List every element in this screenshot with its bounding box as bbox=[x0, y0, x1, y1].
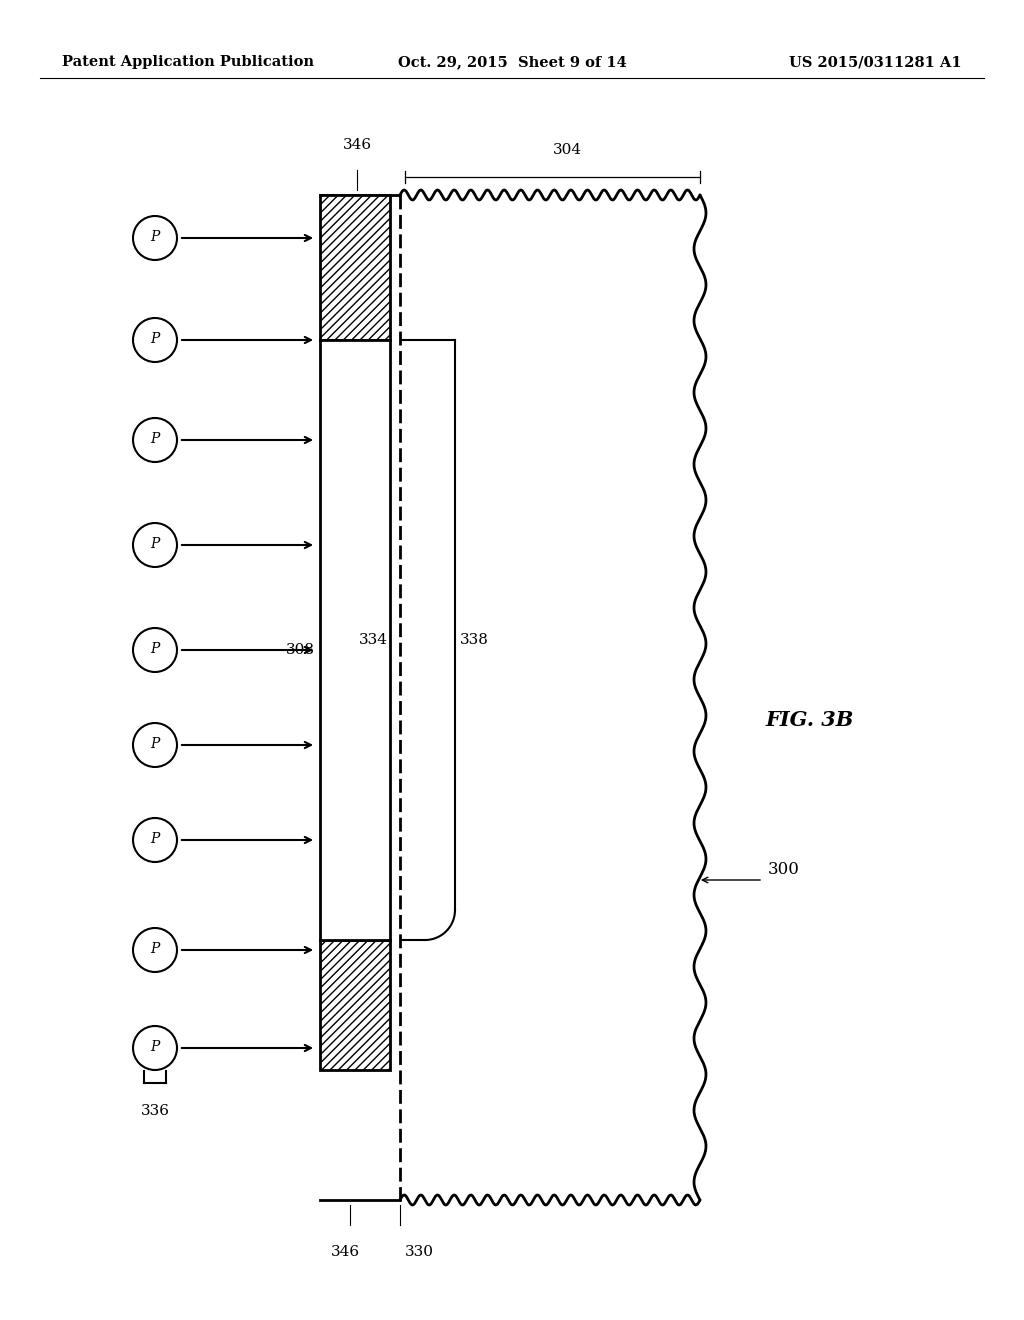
Text: P: P bbox=[151, 942, 160, 956]
Circle shape bbox=[133, 928, 177, 972]
Bar bbox=[319, 195, 390, 341]
Text: 330: 330 bbox=[406, 1245, 434, 1259]
Text: 334: 334 bbox=[359, 634, 388, 647]
Text: P: P bbox=[151, 737, 160, 751]
Text: P: P bbox=[151, 832, 160, 846]
Text: P: P bbox=[151, 1040, 160, 1053]
Circle shape bbox=[133, 418, 177, 462]
Text: P: P bbox=[151, 333, 160, 346]
Text: Oct. 29, 2015  Sheet 9 of 14: Oct. 29, 2015 Sheet 9 of 14 bbox=[397, 55, 627, 69]
Text: Patent Application Publication: Patent Application Publication bbox=[62, 55, 314, 69]
Text: 336: 336 bbox=[140, 1104, 170, 1118]
Circle shape bbox=[133, 1026, 177, 1071]
Text: P: P bbox=[151, 642, 160, 656]
Text: US 2015/0311281 A1: US 2015/0311281 A1 bbox=[790, 55, 962, 69]
Text: FIG. 3B: FIG. 3B bbox=[766, 710, 854, 730]
Circle shape bbox=[133, 216, 177, 260]
Text: 300: 300 bbox=[768, 862, 800, 879]
Text: P: P bbox=[151, 230, 160, 244]
Bar bbox=[319, 341, 390, 940]
Circle shape bbox=[133, 818, 177, 862]
Text: 304: 304 bbox=[553, 143, 582, 157]
Bar bbox=[319, 940, 390, 1071]
Text: 308: 308 bbox=[286, 643, 315, 657]
Text: 346: 346 bbox=[342, 139, 372, 152]
Circle shape bbox=[133, 723, 177, 767]
Circle shape bbox=[133, 523, 177, 568]
Text: P: P bbox=[151, 432, 160, 446]
Text: 346: 346 bbox=[331, 1245, 359, 1259]
Text: P: P bbox=[151, 537, 160, 550]
Circle shape bbox=[133, 628, 177, 672]
Text: 338: 338 bbox=[460, 634, 488, 647]
Circle shape bbox=[133, 318, 177, 362]
